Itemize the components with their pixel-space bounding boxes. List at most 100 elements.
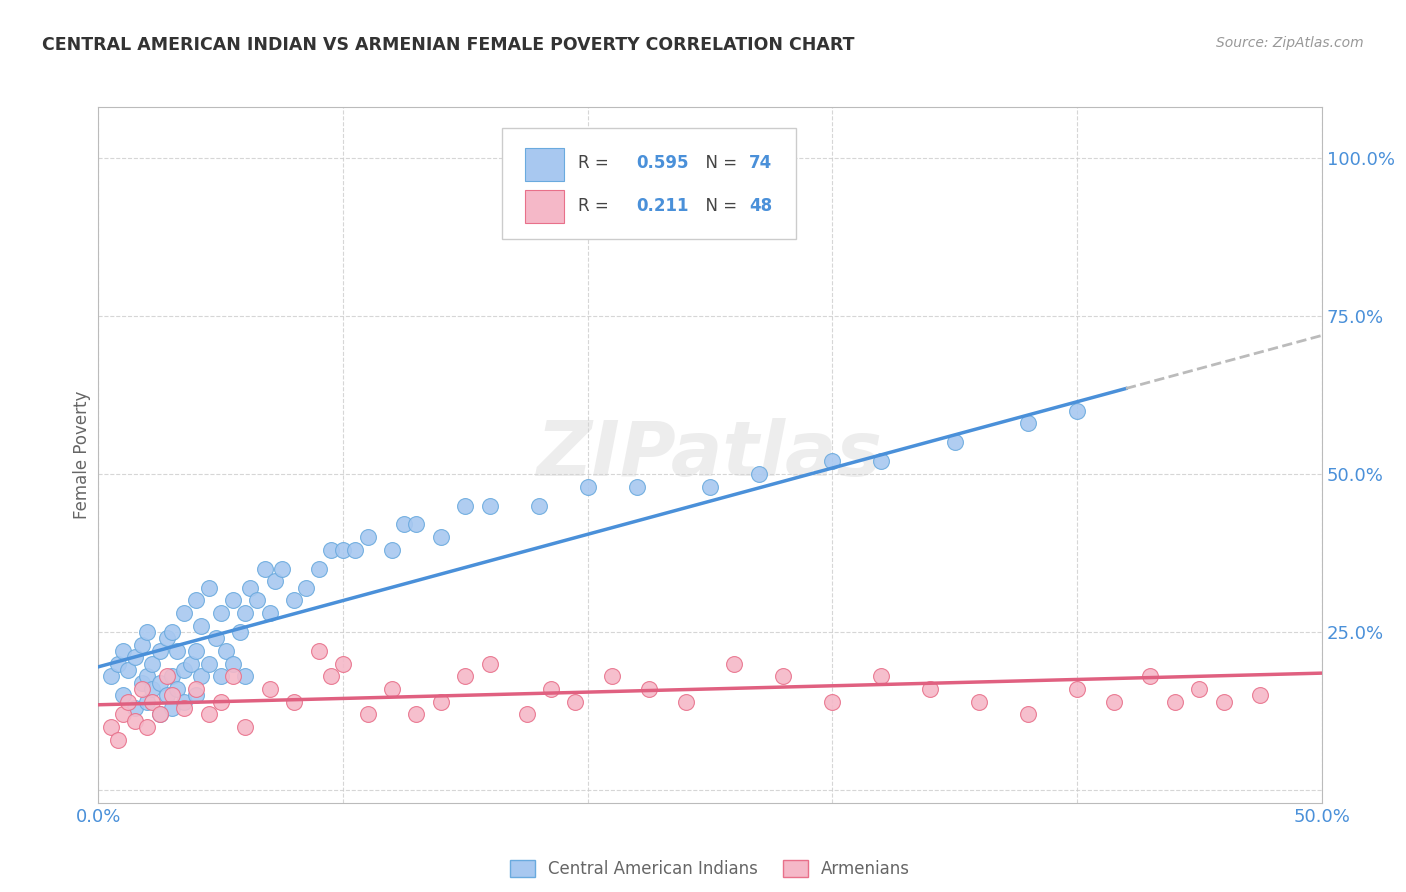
Point <box>197 581 219 595</box>
Point <box>131 638 153 652</box>
Point <box>107 732 129 747</box>
Point <box>626 479 648 493</box>
Point <box>190 618 212 632</box>
FancyBboxPatch shape <box>502 128 796 239</box>
Text: N =: N = <box>696 197 742 215</box>
Point <box>160 669 183 683</box>
Point <box>111 644 134 658</box>
Point <box>117 663 139 677</box>
Point <box>124 701 146 715</box>
Point <box>772 669 794 683</box>
Point <box>222 657 245 671</box>
Point <box>332 657 354 671</box>
Point <box>381 681 404 696</box>
Point <box>190 669 212 683</box>
Point <box>283 593 305 607</box>
FancyBboxPatch shape <box>526 190 564 222</box>
Point <box>748 201 770 215</box>
Point <box>149 707 172 722</box>
Point <box>222 669 245 683</box>
Point <box>233 720 256 734</box>
Point <box>1102 695 1125 709</box>
Point <box>319 669 342 683</box>
Point <box>1066 403 1088 417</box>
Point <box>186 593 208 607</box>
Point <box>344 542 367 557</box>
Point <box>821 695 844 709</box>
Point <box>1212 695 1234 709</box>
Point <box>136 695 159 709</box>
Point <box>111 707 134 722</box>
Point <box>166 644 188 658</box>
Point <box>173 701 195 715</box>
Text: R =: R = <box>578 197 614 215</box>
Point <box>748 467 770 481</box>
Point <box>239 581 262 595</box>
Point <box>821 454 844 468</box>
Point <box>564 695 586 709</box>
Point <box>186 681 208 696</box>
Point <box>259 606 281 620</box>
Point <box>259 681 281 696</box>
Point <box>205 632 228 646</box>
Point <box>576 479 599 493</box>
Point <box>124 714 146 728</box>
Point <box>229 625 252 640</box>
Point <box>141 681 163 696</box>
Point <box>270 562 294 576</box>
Point <box>943 435 966 450</box>
Point <box>454 499 477 513</box>
Legend: Central American Indians, Armenians: Central American Indians, Armenians <box>503 854 917 885</box>
Point <box>117 695 139 709</box>
Point <box>180 657 202 671</box>
Text: 74: 74 <box>749 153 772 171</box>
Point <box>149 675 172 690</box>
Point <box>156 669 179 683</box>
Point <box>1188 681 1211 696</box>
Point <box>100 720 122 734</box>
Point <box>166 681 188 696</box>
Point <box>675 695 697 709</box>
Point <box>1066 681 1088 696</box>
Point <box>405 517 427 532</box>
Point <box>478 499 501 513</box>
Point <box>160 625 183 640</box>
Point <box>233 606 256 620</box>
Point <box>141 695 163 709</box>
Point <box>1139 669 1161 683</box>
Point <box>283 695 305 709</box>
Y-axis label: Female Poverty: Female Poverty <box>73 391 91 519</box>
Point <box>107 657 129 671</box>
Point <box>356 707 378 722</box>
Point <box>173 663 195 677</box>
Point <box>308 644 330 658</box>
Point <box>1164 695 1187 709</box>
Point <box>186 688 208 702</box>
Point <box>173 695 195 709</box>
Point <box>141 657 163 671</box>
Point <box>540 681 562 696</box>
Point <box>160 701 183 715</box>
Point <box>156 688 179 702</box>
Point <box>209 695 232 709</box>
Text: ZIPatlas: ZIPatlas <box>537 418 883 491</box>
Point <box>149 644 172 658</box>
Point <box>100 669 122 683</box>
Point <box>527 499 550 513</box>
Point <box>967 695 990 709</box>
Text: R =: R = <box>578 153 614 171</box>
Point <box>1017 417 1039 431</box>
Point <box>870 669 893 683</box>
Point <box>478 657 501 671</box>
Point <box>263 574 285 589</box>
Text: 48: 48 <box>749 197 772 215</box>
Point <box>136 720 159 734</box>
Text: 0.595: 0.595 <box>637 153 689 171</box>
Point <box>197 707 219 722</box>
Point <box>699 479 721 493</box>
Point <box>246 593 269 607</box>
Point <box>214 644 236 658</box>
Point <box>920 681 942 696</box>
Point <box>209 669 232 683</box>
Point <box>295 581 318 595</box>
